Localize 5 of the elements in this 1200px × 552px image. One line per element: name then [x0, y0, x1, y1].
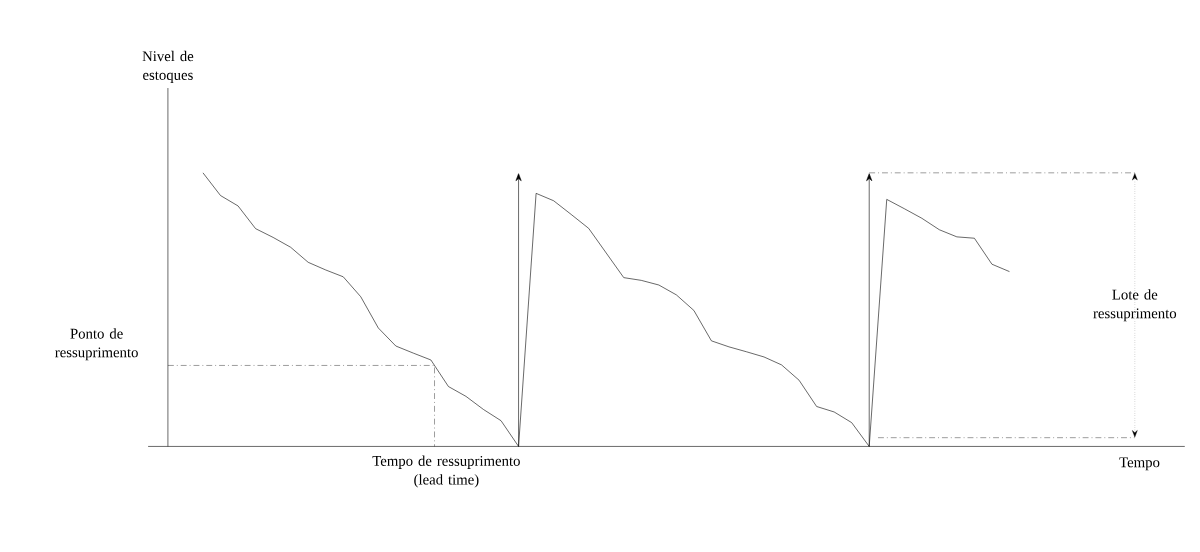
text: Tempo [1119, 457, 1160, 471]
text: Lote de ressuprimento [1093, 289, 1177, 322]
ref-line-label: Ponto de ressuprimento [55, 328, 138, 361]
text: Tempo de ressuprimento (lead time) [372, 455, 520, 488]
text: Nivel de estoques [142, 50, 194, 83]
